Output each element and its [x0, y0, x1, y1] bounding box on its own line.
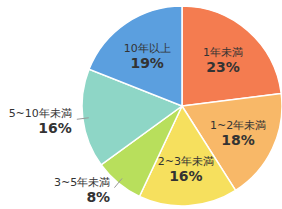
- slice-label: 1~2年未満: [210, 119, 266, 132]
- pie-slice: [89, 6, 182, 106]
- labels: 1年未満23%1~2年未満18%2~3年未満16%3~5年未満8%5~10年未満…: [9, 42, 267, 205]
- data-label: 19%: [130, 55, 164, 71]
- slice-label: 3~5年未満: [54, 176, 110, 189]
- data-label: 8%: [86, 189, 110, 205]
- slice-label: 1年未満: [203, 46, 243, 59]
- data-label: 18%: [221, 132, 255, 148]
- pie-slice: [182, 6, 281, 106]
- chart: 1年未満23%1~2年未満18%2~3年未満16%3~5年未満8%5~10年未満…: [0, 0, 282, 209]
- slice-label: 5~10年未満: [9, 107, 72, 120]
- leader-line: [77, 118, 89, 120]
- data-label: 16%: [169, 168, 203, 184]
- slice-label: 2~3年未満: [158, 155, 214, 168]
- data-label: 16%: [38, 120, 72, 136]
- pie: [82, 6, 282, 206]
- leader-line: [114, 178, 122, 187]
- data-label: 23%: [206, 59, 240, 75]
- slice-label: 10年以上: [124, 42, 171, 55]
